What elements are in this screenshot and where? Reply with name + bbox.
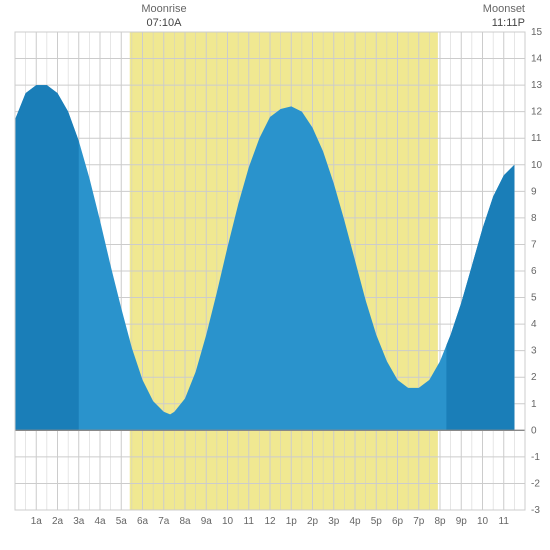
svg-text:6a: 6a xyxy=(137,516,149,527)
svg-text:2: 2 xyxy=(531,372,537,383)
svg-text:2p: 2p xyxy=(307,516,319,527)
svg-text:1a: 1a xyxy=(31,516,43,527)
svg-text:3a: 3a xyxy=(73,516,85,527)
tide-chart: -3-2-101234567891011121314151a2a3a4a5a6a… xyxy=(0,0,550,550)
svg-text:-1: -1 xyxy=(531,452,540,463)
svg-text:7p: 7p xyxy=(413,516,425,527)
svg-text:8p: 8p xyxy=(434,516,446,527)
svg-text:0: 0 xyxy=(531,425,537,436)
svg-text:-2: -2 xyxy=(531,478,540,489)
moonrise-header: Moonrise 07:10A xyxy=(141,2,186,31)
svg-text:15: 15 xyxy=(531,27,543,38)
svg-text:6p: 6p xyxy=(392,516,404,527)
svg-text:5: 5 xyxy=(531,293,537,304)
svg-text:-3: -3 xyxy=(531,505,540,516)
svg-text:12: 12 xyxy=(531,107,543,118)
svg-text:4a: 4a xyxy=(94,516,106,527)
svg-text:9p: 9p xyxy=(456,516,468,527)
svg-text:6: 6 xyxy=(531,266,537,277)
svg-text:8a: 8a xyxy=(179,516,191,527)
svg-text:10: 10 xyxy=(531,160,543,171)
svg-text:3: 3 xyxy=(531,346,537,357)
moonset-header: Moonset 11:11P xyxy=(483,2,525,31)
svg-text:13: 13 xyxy=(531,80,543,91)
svg-text:14: 14 xyxy=(531,54,543,65)
svg-text:10: 10 xyxy=(477,516,489,527)
moonset-time: 11:11P xyxy=(483,16,525,30)
moonrise-title: Moonrise xyxy=(141,2,186,16)
svg-text:10: 10 xyxy=(222,516,234,527)
svg-text:9: 9 xyxy=(531,186,537,197)
svg-text:11: 11 xyxy=(499,516,510,527)
svg-text:11: 11 xyxy=(244,516,255,527)
svg-text:2a: 2a xyxy=(52,516,64,527)
svg-text:9a: 9a xyxy=(201,516,213,527)
moonset-title: Moonset xyxy=(483,2,525,16)
chart-svg: -3-2-101234567891011121314151a2a3a4a5a6a… xyxy=(0,0,550,550)
svg-text:5a: 5a xyxy=(116,516,128,527)
svg-text:4: 4 xyxy=(531,319,537,330)
svg-text:7a: 7a xyxy=(158,516,170,527)
svg-text:4p: 4p xyxy=(349,516,361,527)
svg-text:8: 8 xyxy=(531,213,537,224)
moonrise-time: 07:10A xyxy=(141,16,186,30)
svg-text:1: 1 xyxy=(531,399,537,410)
svg-text:1p: 1p xyxy=(286,516,298,527)
svg-text:5p: 5p xyxy=(371,516,383,527)
svg-text:12: 12 xyxy=(264,516,276,527)
svg-text:11: 11 xyxy=(531,133,542,144)
svg-text:7: 7 xyxy=(531,239,537,250)
svg-text:3p: 3p xyxy=(328,516,340,527)
